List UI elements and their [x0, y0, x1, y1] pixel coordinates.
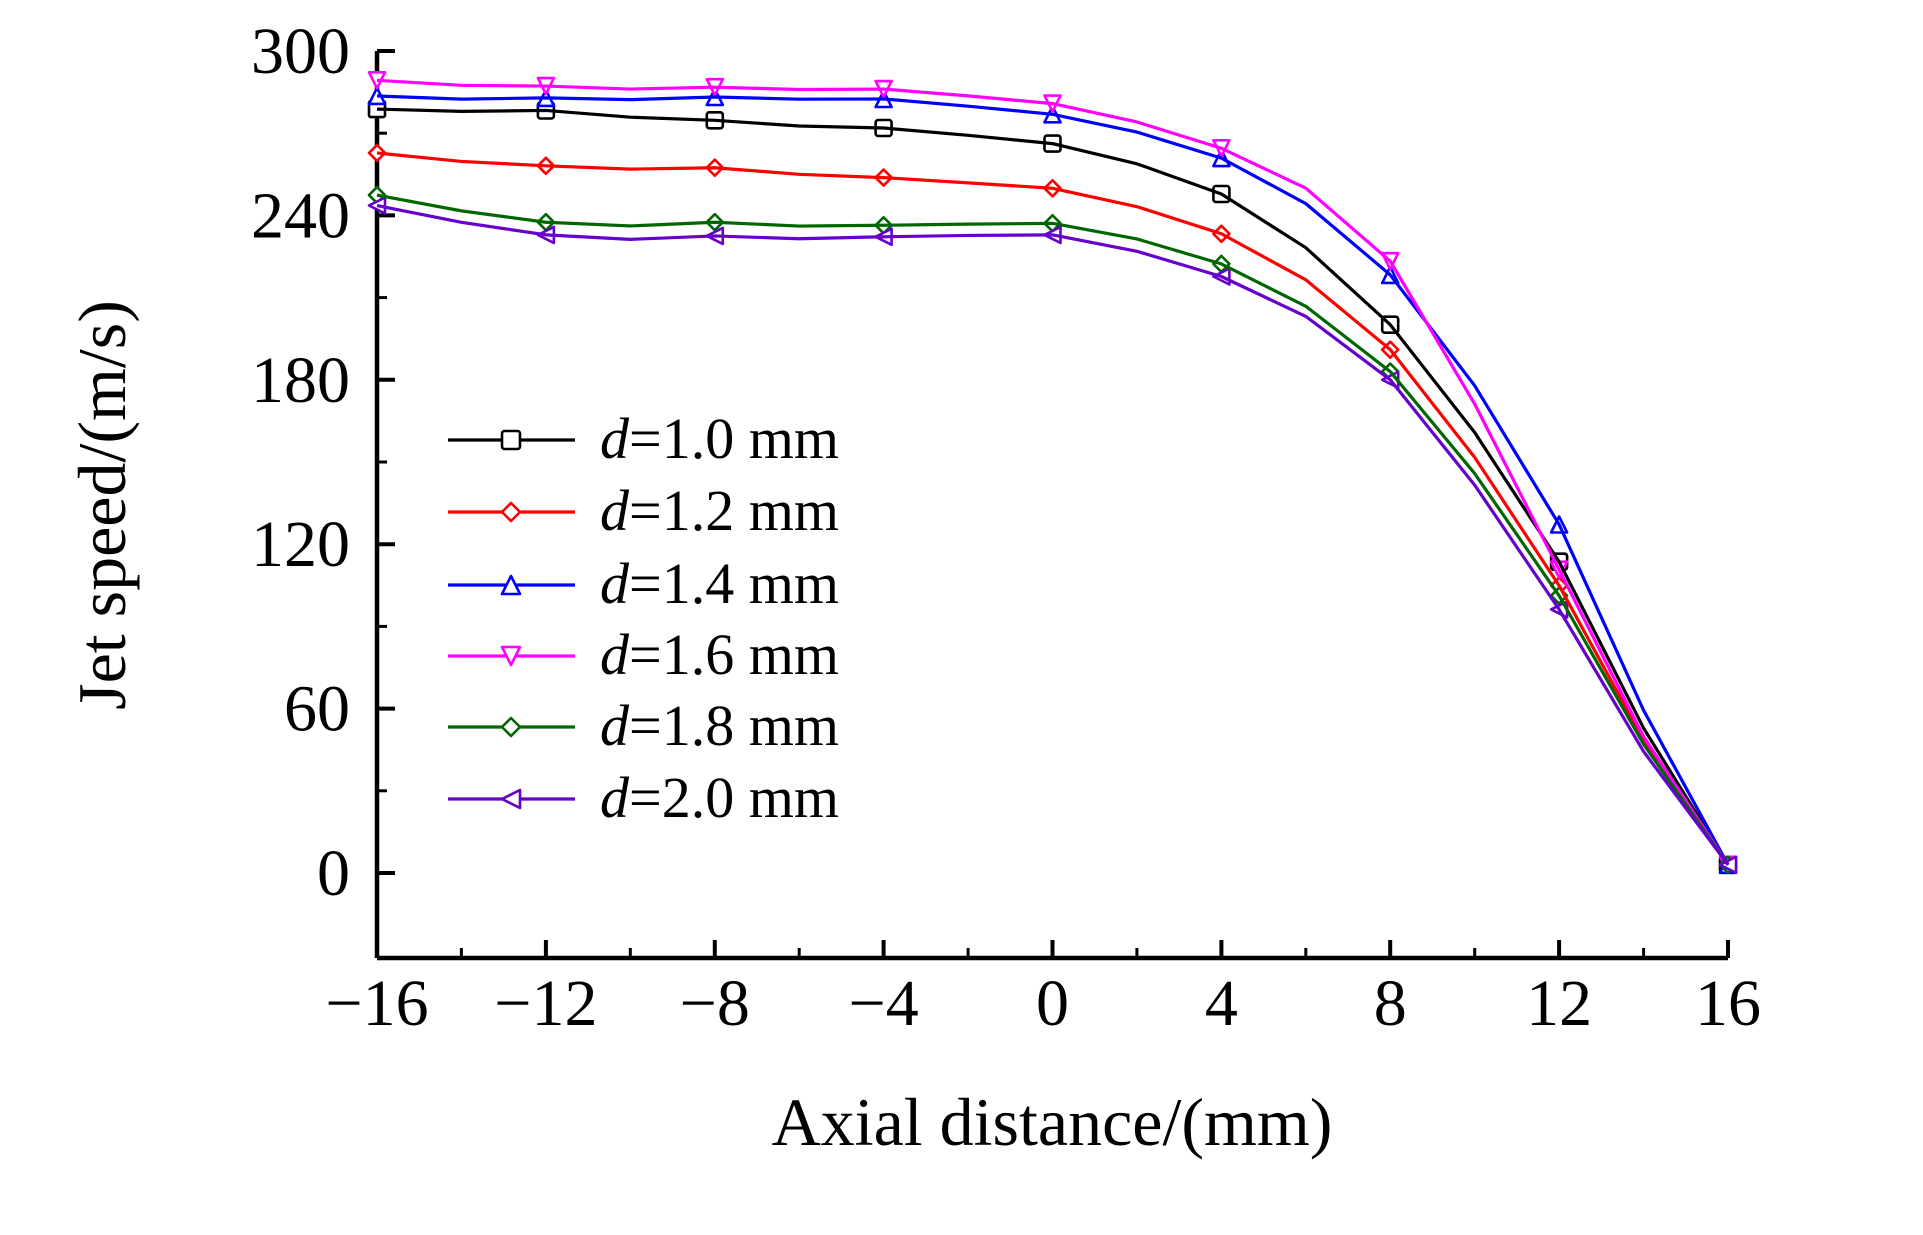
svg-text:300: 300 — [251, 15, 350, 88]
svg-text:180: 180 — [251, 344, 350, 417]
svg-text:d=1.6 mm: d=1.6 mm — [600, 622, 839, 687]
svg-text:d=1.8 mm: d=1.8 mm — [600, 693, 839, 758]
svg-text:Jet speed/(m/s): Jet speed/(m/s) — [64, 300, 140, 710]
svg-text:d=1.4 mm: d=1.4 mm — [600, 551, 839, 616]
svg-text:d=1.2 mm: d=1.2 mm — [600, 478, 839, 543]
svg-text:16: 16 — [1695, 967, 1761, 1040]
svg-text:d=2.0 mm: d=2.0 mm — [600, 765, 839, 830]
svg-text:60: 60 — [284, 673, 350, 746]
svg-text:240: 240 — [251, 179, 350, 252]
svg-text:−4: −4 — [848, 967, 918, 1040]
svg-text:120: 120 — [251, 508, 350, 581]
svg-text:−12: −12 — [494, 967, 597, 1040]
svg-text:0: 0 — [317, 837, 350, 910]
svg-text:d=1.0 mm: d=1.0 mm — [600, 406, 839, 471]
svg-text:8: 8 — [1374, 967, 1407, 1040]
svg-text:4: 4 — [1205, 967, 1238, 1040]
svg-text:Axial distance/(mm): Axial distance/(mm) — [772, 1084, 1333, 1160]
svg-text:−8: −8 — [680, 967, 750, 1040]
svg-text:12: 12 — [1526, 967, 1592, 1040]
svg-text:0: 0 — [1036, 967, 1069, 1040]
svg-text:−16: −16 — [325, 967, 428, 1040]
